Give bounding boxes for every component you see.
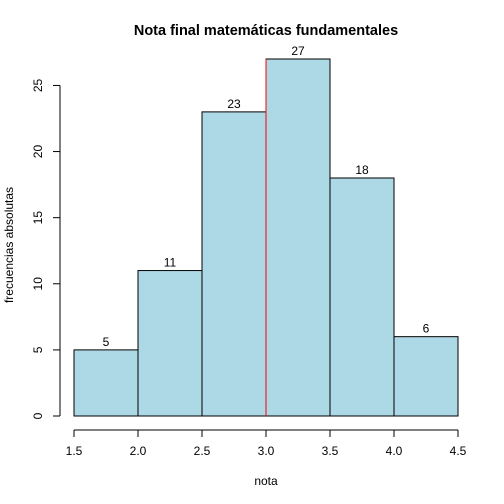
histogram-bar — [137, 270, 203, 417]
bar-value-label: 27 — [291, 44, 305, 58]
y-tick-label: 15 — [31, 211, 45, 225]
bar-labels-group: 5 11 23 27 18 6 — [103, 44, 430, 349]
chart-title: Nota final matemáticas fundamentales — [134, 23, 398, 39]
bar-value-label: 5 — [103, 335, 110, 349]
bar-value-label: 23 — [227, 97, 241, 111]
x-axis-label: nota — [254, 474, 278, 488]
histogram-bar — [73, 349, 139, 417]
bars-group — [73, 58, 459, 417]
bar-value-label: 18 — [355, 163, 369, 177]
y-tick-label: 10 — [31, 277, 45, 291]
x-tick-label: 4.0 — [386, 444, 403, 458]
histogram-bar — [201, 111, 267, 417]
y-tick-label: 20 — [31, 145, 45, 159]
x-tick-label: 2.5 — [194, 444, 211, 458]
y-tick-label: 5 — [31, 346, 45, 353]
histogram-bar — [265, 58, 331, 417]
x-tick-label: 1.5 — [66, 444, 83, 458]
x-tick-label: 3.5 — [322, 444, 339, 458]
y-axis: 0 5 10 15 20 25 — [31, 78, 61, 419]
bar-value-label: 11 — [164, 256, 177, 270]
histogram-bar — [393, 336, 459, 417]
x-tick-label: 2.0 — [130, 444, 147, 458]
y-axis-label: frecuencias absolutas — [2, 187, 16, 303]
x-axis: 1.5 2.0 2.5 3.0 3.5 4.0 4.5 — [66, 429, 467, 458]
x-tick-label: 3.0 — [258, 444, 275, 458]
y-tick-label: 0 — [31, 412, 45, 419]
histogram-bar — [329, 177, 395, 417]
y-tick-label: 25 — [31, 78, 45, 92]
x-tick-label: 4.5 — [450, 444, 467, 458]
bar-value-label: 6 — [423, 322, 430, 336]
